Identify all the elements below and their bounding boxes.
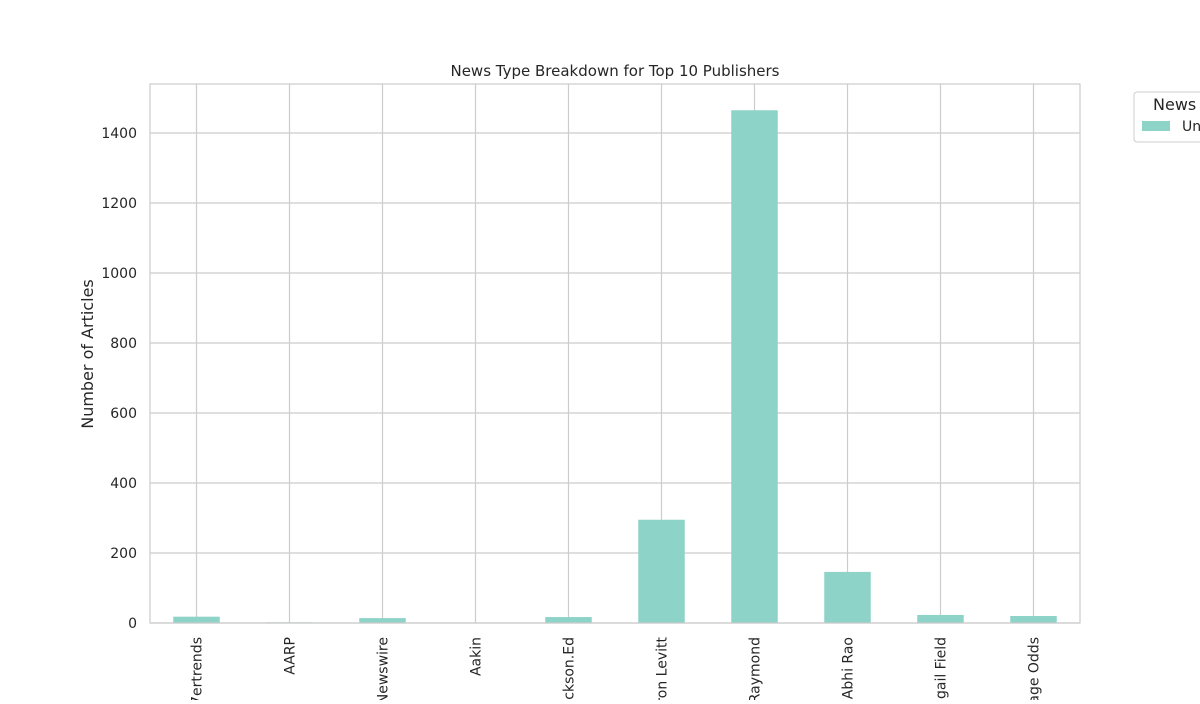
x-tick-label: ckson.Ed — [562, 637, 578, 700]
legend: News Un — [1134, 92, 1200, 142]
x-tick-label: ron Levitt — [655, 637, 671, 700]
y-axis-label: Number of Articles — [78, 279, 97, 429]
bar — [1010, 616, 1057, 623]
y-tick-label: 400 — [110, 476, 137, 492]
y-tick-label: 1200 — [101, 196, 137, 212]
y-tick-label: 0 — [128, 616, 137, 632]
x-tick-label: Abhi Rao — [841, 637, 857, 699]
bar — [731, 110, 778, 623]
x-tick-label: age Odds — [1027, 637, 1043, 700]
bar — [638, 520, 685, 623]
legend-swatch — [1142, 121, 1170, 131]
y-tick-label: 800 — [110, 336, 137, 352]
x-tick-label: 7ertrends — [190, 637, 206, 700]
y-tick-label: 1400 — [101, 126, 137, 142]
y-tick-label: 1000 — [101, 266, 137, 282]
x-tick-label: Newswire — [376, 637, 392, 700]
grid-layer — [150, 84, 1080, 623]
x-tick-labels: 7ertrends AARP Newswire Aakin ckson.Ed ron Le… — [190, 637, 1043, 700]
bar — [173, 617, 220, 623]
bar — [545, 617, 592, 623]
x-tick-label: AARP — [283, 637, 299, 675]
bar — [824, 572, 871, 623]
bar — [917, 615, 964, 623]
bars-layer — [173, 110, 1057, 623]
y-tick-labels: 0 200 400 600 800 1000 1200 1400 — [101, 126, 137, 632]
legend-label: Un — [1182, 119, 1200, 135]
chart-title: News Type Breakdown for Top 10 Publisher… — [450, 62, 779, 80]
bar — [359, 618, 406, 623]
y-tick-label: 600 — [110, 406, 137, 422]
y-tick-label: 200 — [110, 546, 137, 562]
legend-title: News — [1153, 95, 1196, 114]
x-tick-label: gail Field — [934, 637, 950, 699]
x-tick-label: Aakin — [469, 637, 485, 676]
x-tick-label: Raymond — [748, 637, 764, 700]
